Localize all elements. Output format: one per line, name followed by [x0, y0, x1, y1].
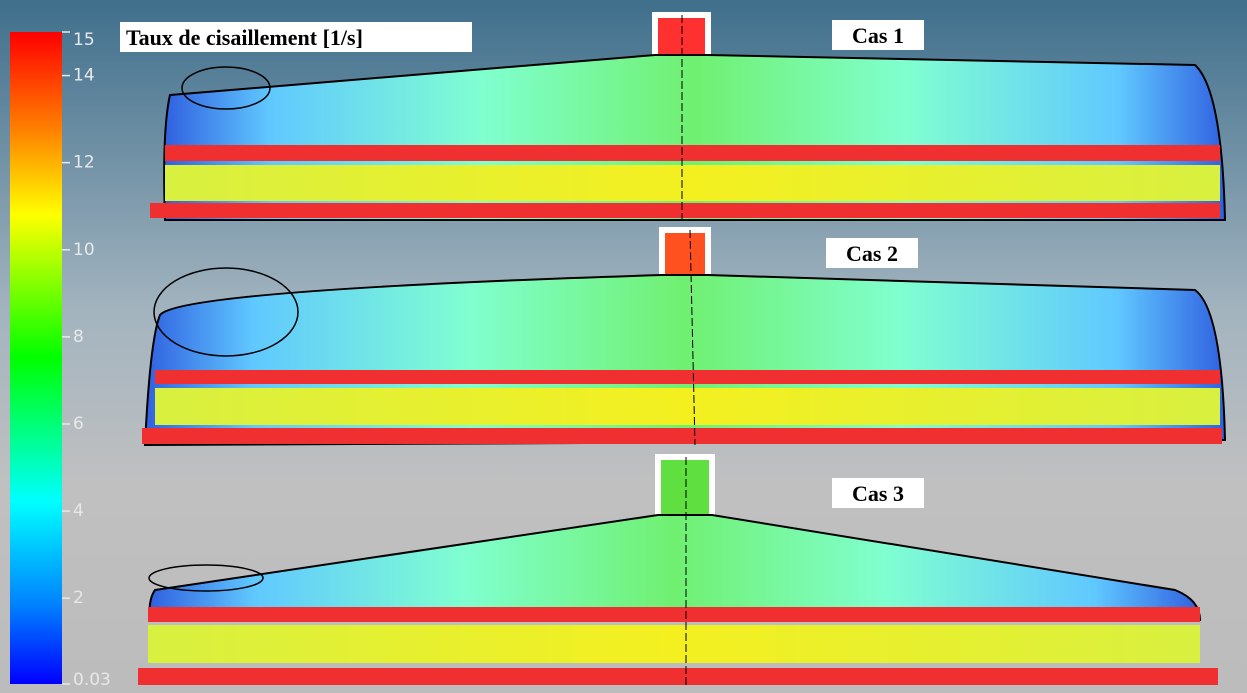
colorbar-tick-label: 6: [73, 414, 84, 434]
case-label: Cas 3: [852, 481, 904, 506]
case-label: Cas 1: [852, 23, 904, 48]
die-case-2: [142, 227, 1227, 447]
colorbar-tick-label: 4: [73, 501, 84, 521]
die-case-3: [138, 454, 1218, 685]
colorbar-tick-label: 12: [73, 153, 95, 173]
label-box: [832, 20, 924, 50]
colorbar: [10, 32, 62, 684]
case-label: Cas 2: [846, 241, 898, 266]
colorbar-title: Taux de cisaillement [1/s]: [126, 25, 363, 50]
label-box: [826, 238, 918, 268]
label-box: [832, 478, 924, 508]
colorbar-tick-label: 15: [73, 30, 95, 50]
colorbar-tick-label: 2: [73, 588, 84, 608]
colorbar-tick-label: 8: [73, 327, 84, 347]
die-case-1: [150, 12, 1227, 221]
colorbar-tick-label: 10: [73, 240, 95, 260]
colorbar-tick-label: 0.03: [73, 670, 111, 690]
colorbar-tick-label: 14: [73, 66, 95, 86]
title-box: [120, 22, 472, 52]
